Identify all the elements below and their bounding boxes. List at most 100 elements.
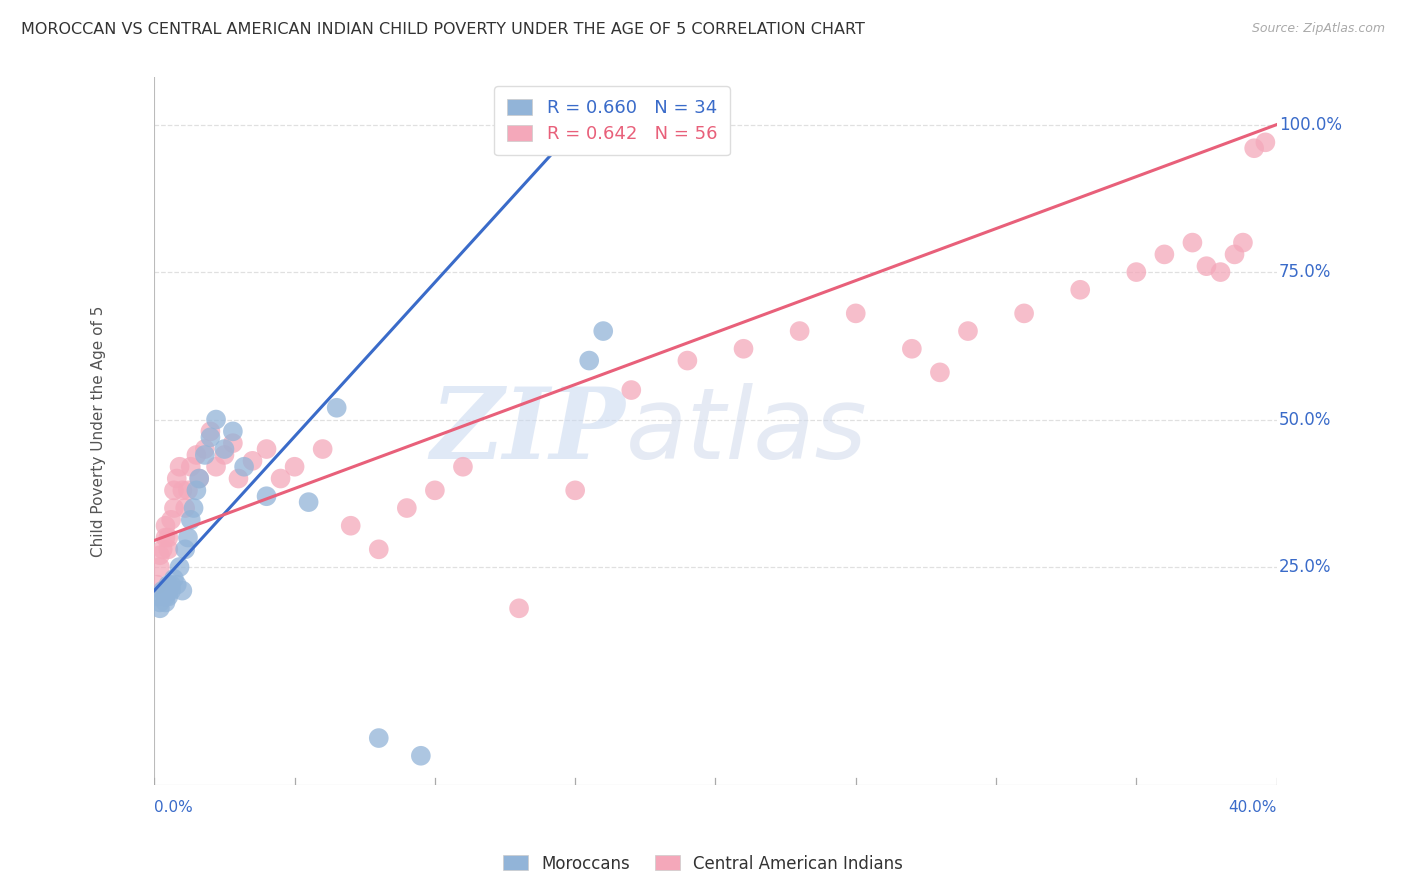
Point — [901, 342, 924, 356]
Point — [152, 542, 174, 557]
Legend: R = 0.660   N = 34, R = 0.642   N = 56: R = 0.660 N = 34, R = 0.642 N = 56 — [495, 87, 730, 155]
Point — [194, 442, 217, 456]
Point — [956, 324, 979, 338]
Point — [592, 324, 614, 338]
Text: ZIP: ZIP — [430, 383, 626, 480]
Text: 50.0%: 50.0% — [1279, 410, 1331, 428]
Point — [155, 531, 177, 545]
Legend: Moroccans, Central American Indians: Moroccans, Central American Indians — [496, 848, 910, 880]
Point — [214, 442, 236, 456]
Text: MOROCCAN VS CENTRAL AMERICAN INDIAN CHILD POVERTY UNDER THE AGE OF 5 CORRELATION: MOROCCAN VS CENTRAL AMERICAN INDIAN CHIL… — [21, 22, 865, 37]
Point — [1195, 259, 1218, 273]
Point — [222, 436, 245, 450]
Point — [194, 448, 217, 462]
Point — [172, 583, 194, 598]
Point — [423, 483, 446, 498]
Point — [166, 471, 188, 485]
Point — [160, 577, 183, 591]
Point — [188, 471, 211, 485]
Point — [169, 560, 191, 574]
Point — [311, 442, 333, 456]
Point — [155, 518, 177, 533]
Point — [1069, 283, 1091, 297]
Point — [149, 595, 172, 609]
Point — [205, 412, 228, 426]
Point — [186, 483, 208, 498]
Point — [172, 483, 194, 498]
Point — [174, 542, 197, 557]
Point — [284, 459, 307, 474]
Point — [228, 471, 250, 485]
Point — [200, 430, 222, 444]
Point — [676, 353, 699, 368]
Point — [733, 342, 755, 356]
Point — [367, 542, 389, 557]
Text: Source: ZipAtlas.com: Source: ZipAtlas.com — [1251, 22, 1385, 36]
Point — [169, 459, 191, 474]
Point — [149, 560, 172, 574]
Point — [177, 483, 200, 498]
Point — [325, 401, 347, 415]
Point — [157, 583, 180, 598]
Point — [451, 459, 474, 474]
Point — [200, 425, 222, 439]
Point — [149, 601, 172, 615]
Point — [789, 324, 811, 338]
Point — [157, 590, 180, 604]
Point — [157, 577, 180, 591]
Point — [180, 513, 202, 527]
Point — [395, 501, 418, 516]
Point — [188, 471, 211, 485]
Point — [174, 501, 197, 516]
Text: 75.0%: 75.0% — [1279, 263, 1331, 281]
Point — [155, 590, 177, 604]
Point — [1254, 136, 1277, 150]
Point — [214, 448, 236, 462]
Point — [339, 518, 361, 533]
Point — [270, 471, 292, 485]
Point — [146, 577, 169, 591]
Point — [152, 583, 174, 598]
Point — [1153, 247, 1175, 261]
Point — [166, 577, 188, 591]
Point — [177, 531, 200, 545]
Point — [183, 501, 205, 516]
Point — [186, 448, 208, 462]
Point — [180, 459, 202, 474]
Point — [409, 748, 432, 763]
Point — [1125, 265, 1147, 279]
Text: 40.0%: 40.0% — [1229, 800, 1277, 815]
Point — [1223, 247, 1246, 261]
Point — [155, 595, 177, 609]
Point — [256, 489, 278, 503]
Point — [1209, 265, 1232, 279]
Text: Child Poverty Under the Age of 5: Child Poverty Under the Age of 5 — [91, 306, 105, 557]
Point — [163, 501, 186, 516]
Point — [367, 731, 389, 745]
Point — [564, 483, 586, 498]
Point — [222, 425, 245, 439]
Point — [157, 542, 180, 557]
Point — [298, 495, 321, 509]
Point — [929, 365, 952, 379]
Point — [1012, 306, 1035, 320]
Point — [1181, 235, 1204, 250]
Text: 100.0%: 100.0% — [1279, 116, 1341, 134]
Point — [233, 459, 256, 474]
Point — [845, 306, 868, 320]
Point — [1232, 235, 1254, 250]
Text: 25.0%: 25.0% — [1279, 558, 1331, 576]
Point — [160, 513, 183, 527]
Text: atlas: atlas — [626, 383, 868, 480]
Point — [620, 383, 643, 397]
Point — [256, 442, 278, 456]
Point — [508, 601, 530, 615]
Point — [242, 454, 264, 468]
Point — [146, 590, 169, 604]
Point — [157, 531, 180, 545]
Point — [160, 583, 183, 598]
Point — [149, 548, 172, 562]
Point — [578, 353, 600, 368]
Point — [163, 572, 186, 586]
Text: 0.0%: 0.0% — [155, 800, 193, 815]
